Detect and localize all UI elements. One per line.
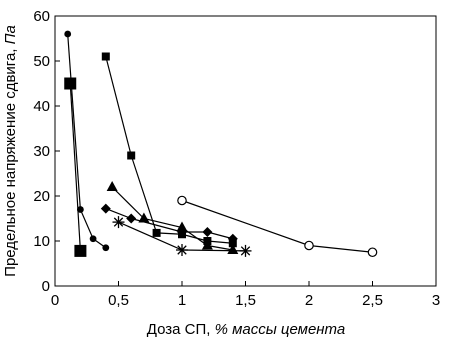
data-point xyxy=(100,203,111,214)
y-tick-label: 60 xyxy=(33,8,50,25)
data-point xyxy=(367,247,378,258)
x-tick-label: 0 xyxy=(51,292,59,309)
data-point xyxy=(127,151,136,160)
data-point xyxy=(176,221,188,232)
series-line xyxy=(67,33,107,249)
series-line xyxy=(69,83,81,251)
data-point xyxy=(112,216,125,229)
data-point xyxy=(227,244,239,254)
y-tick-label: 0 xyxy=(42,278,50,295)
data-point xyxy=(152,228,161,237)
y-axis-ticks: 0 10 20 30 40 50 60 xyxy=(33,8,60,295)
x-axis-ticks: 0 0,5 1 1,5 2 2,5 3 xyxy=(51,281,440,309)
data-point xyxy=(106,181,118,191)
data-point xyxy=(74,244,87,257)
data-point xyxy=(227,233,238,244)
series-line xyxy=(105,208,233,240)
series-triangle xyxy=(106,181,239,254)
x-tick-label: 2,5 xyxy=(362,292,383,309)
data-point xyxy=(138,212,150,223)
data-point xyxy=(239,244,252,257)
data-point xyxy=(64,30,72,38)
data-point xyxy=(64,77,77,90)
y-tick-label: 20 xyxy=(33,188,50,205)
data-point xyxy=(177,227,187,237)
y-tick-label: 10 xyxy=(33,233,50,250)
data-point xyxy=(77,206,84,213)
x-axis-label: Доза СП, % массы цемента xyxy=(147,321,345,338)
data-point xyxy=(176,244,188,256)
series-asterisk xyxy=(112,216,252,257)
y-tick-label: 30 xyxy=(33,143,50,160)
x-tick-label: 2 xyxy=(305,292,313,309)
series-small-dot xyxy=(64,30,110,252)
data-point xyxy=(89,235,97,243)
data-point xyxy=(202,227,213,237)
series-large-square xyxy=(64,77,87,257)
data-point xyxy=(102,244,110,252)
data-point xyxy=(126,213,137,224)
data-point xyxy=(201,239,213,250)
x-tick-label: 0,5 xyxy=(108,292,129,309)
x-tick-label: 1 xyxy=(178,292,186,309)
series-diamond xyxy=(100,203,238,244)
y-axis-label: Предельное напряжение сдвига, Па xyxy=(2,25,19,277)
y-tick-label: 50 xyxy=(33,53,50,70)
x-tick-label: 1,5 xyxy=(235,292,256,309)
series-layer xyxy=(64,30,378,258)
series-open-circle xyxy=(177,195,378,258)
x-tick-label: 3 xyxy=(432,292,440,309)
data-point xyxy=(177,195,187,206)
series-line xyxy=(105,56,233,244)
data-point xyxy=(304,240,314,251)
data-point xyxy=(101,52,110,61)
y-tick-label: 40 xyxy=(33,98,50,115)
